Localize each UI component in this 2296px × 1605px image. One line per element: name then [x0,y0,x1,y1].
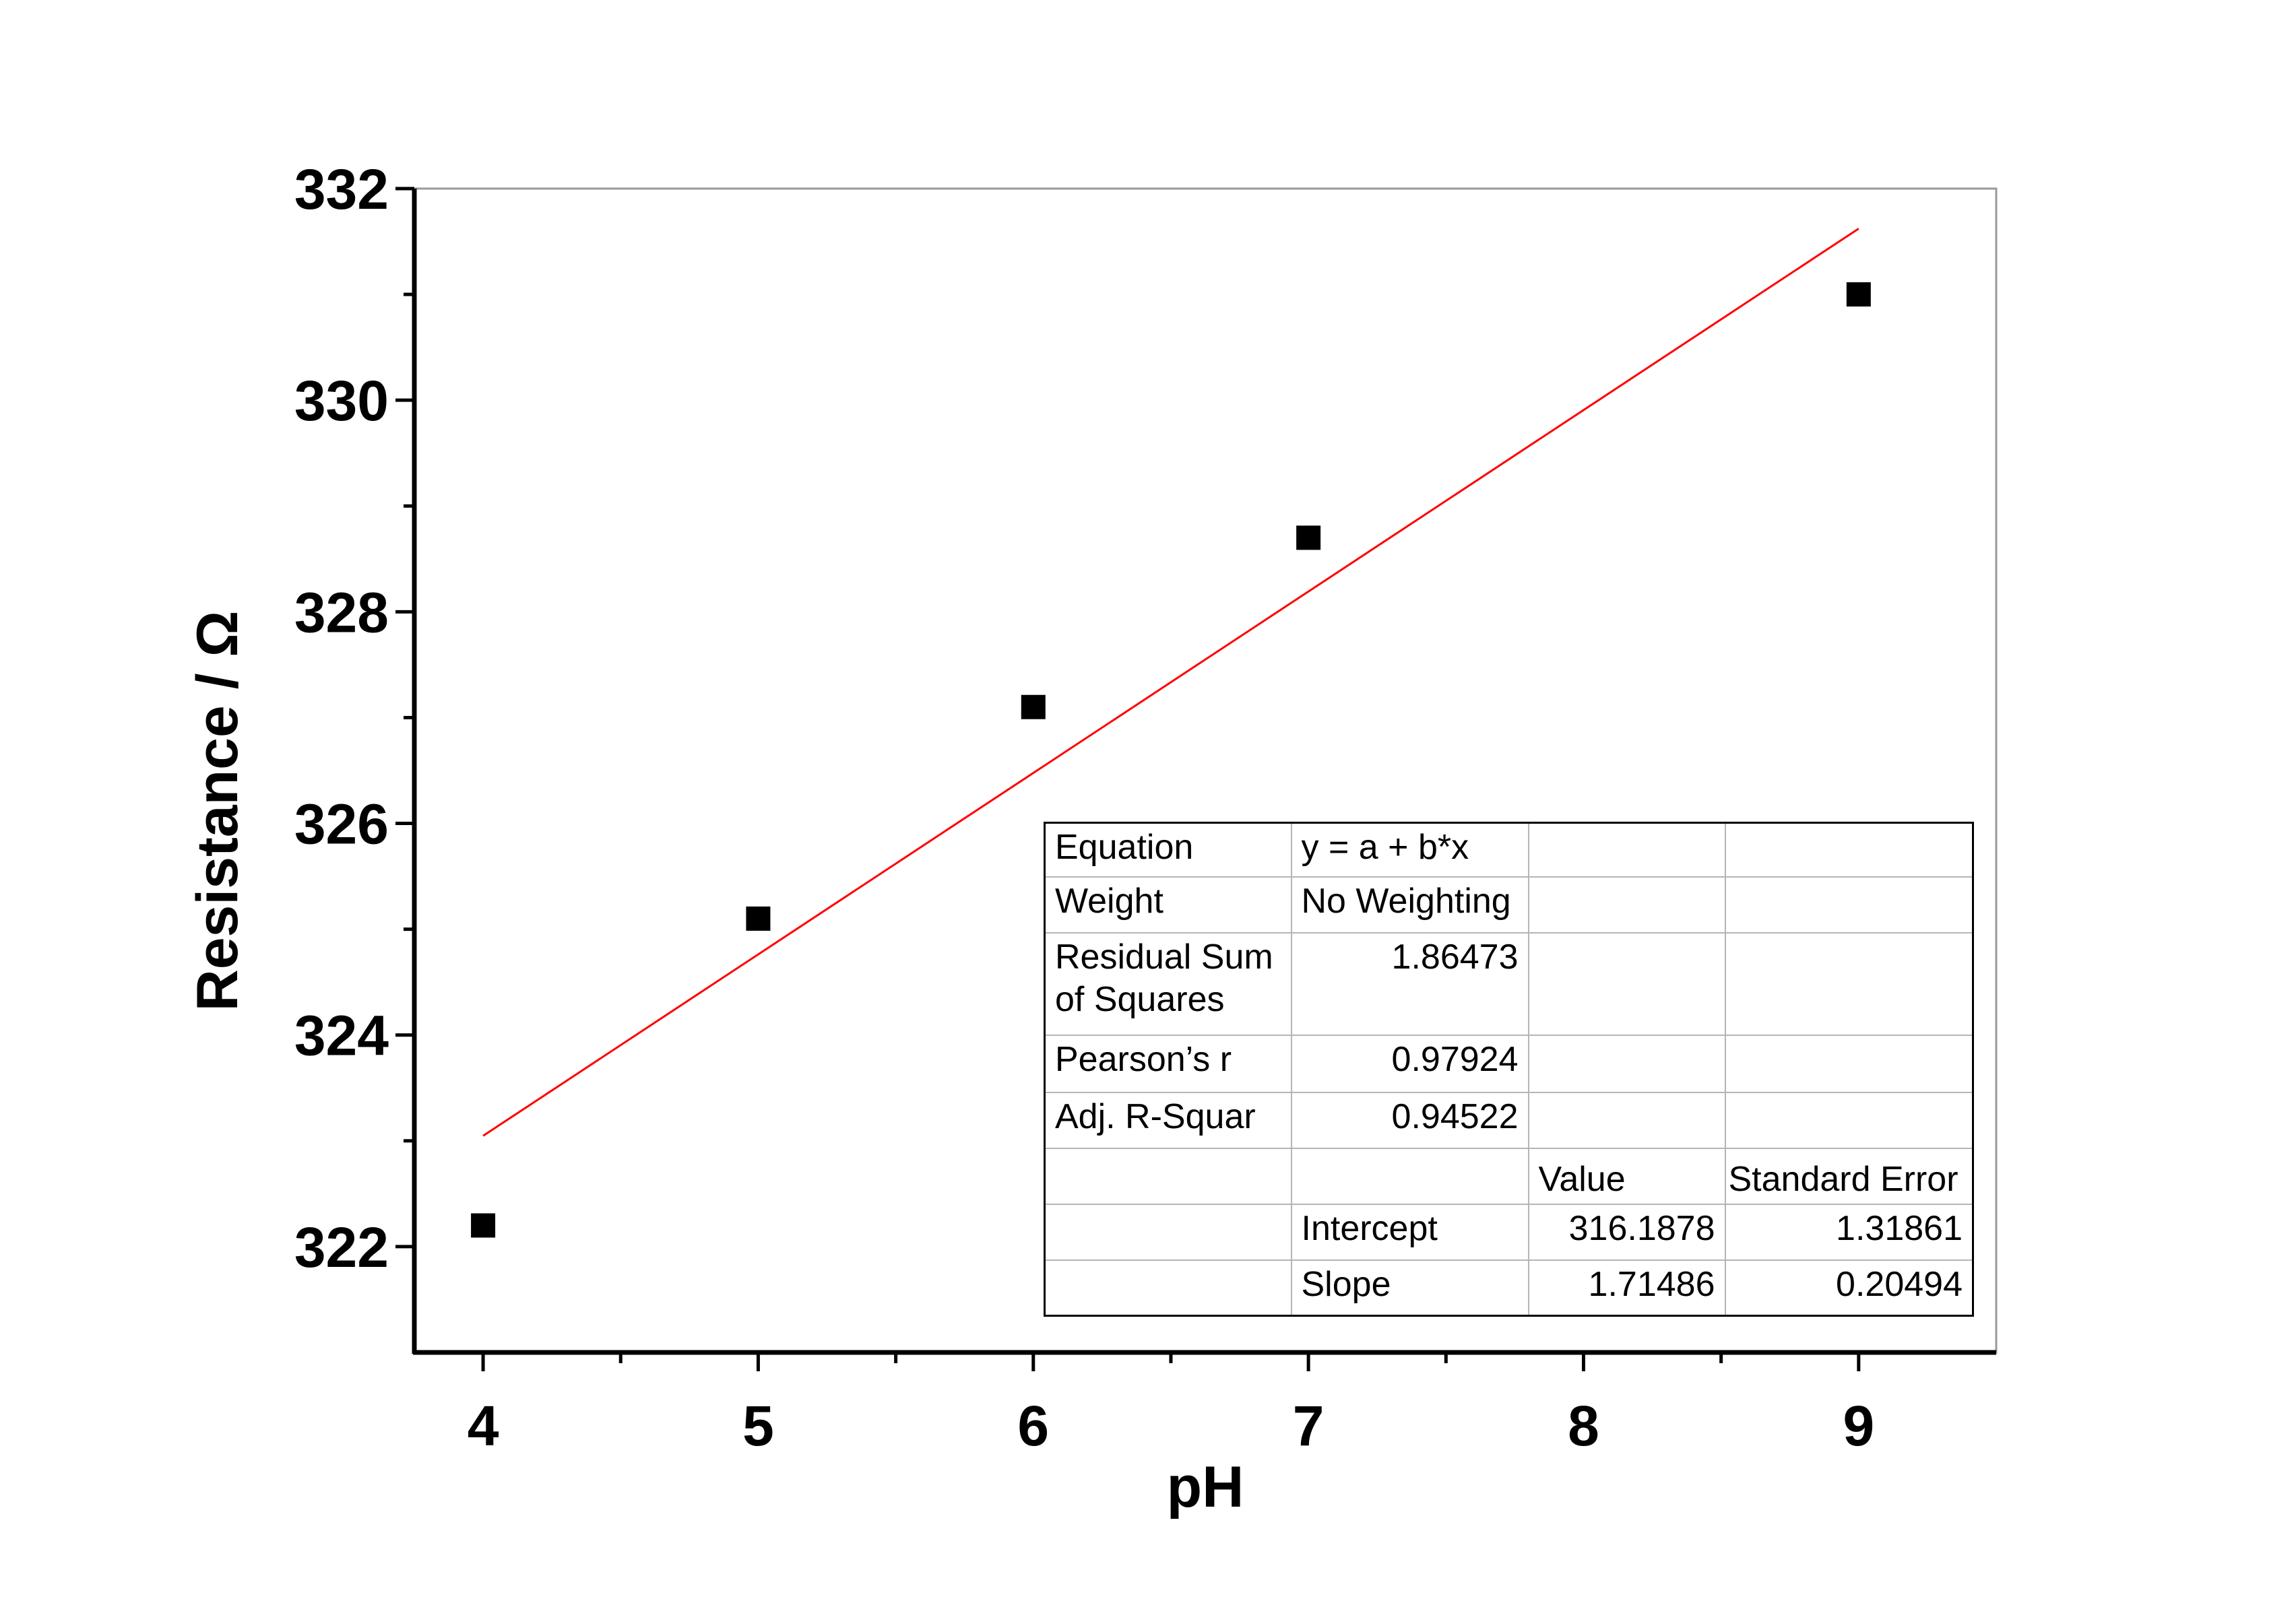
y-tick-label: 322 [294,1216,389,1279]
data-point [471,1213,496,1238]
intercept-value: 316.1878 [1527,1203,1726,1261]
data-points [471,282,1871,1238]
tick-labels: 4 5 6 7 8 9 322 324 326 328 330 332 [294,158,1874,1457]
fit-line-group [482,228,1859,1137]
x-tick-label: 9 [1843,1394,1874,1457]
data-point [1846,282,1871,307]
y-tick-label: 330 [294,369,389,432]
axis-ticks [395,187,1861,1371]
table-row-label: Pearson’s r [1044,1034,1292,1093]
y-axis-title: Resistance / Ω [185,611,250,1012]
slope-value: 1.71486 [1527,1259,1726,1317]
data-point [1021,694,1046,719]
table-row-label: Adj. R-Squar [1044,1091,1292,1149]
y-tick-label: 326 [294,793,389,856]
std-error-column-header: Standard Error [1724,1147,1974,1205]
table-row-label: Residual Sum of Squares [1044,932,1292,1036]
x-tick-label: 5 [742,1394,774,1457]
x-axis-title: pH [1167,1455,1244,1519]
x-tick-label: 7 [1293,1394,1325,1457]
x-tick-label: 6 [1017,1394,1049,1457]
param-name: Slope [1290,1259,1529,1317]
y-tick-label: 328 [294,581,389,644]
plot-frame [412,187,1998,1355]
x-tick-label: 8 [1568,1394,1599,1457]
param-name: Intercept [1290,1203,1529,1261]
y-tick-label: 324 [294,1004,389,1068]
intercept-std-error: 1.31861 [1724,1203,1974,1261]
fit-results-table: Equation y = a + b*x Weight No Weighting… [1044,822,1974,1317]
data-point [1296,525,1321,550]
fit-line [482,228,1859,1137]
rss-value: 1.86473 [1290,932,1529,1036]
y-tick-label: 332 [294,158,389,221]
value-column-header: Value [1527,1147,1726,1205]
data-point [746,906,771,931]
slope-std-error: 0.20494 [1724,1259,1974,1317]
table-row-label: Weight [1044,876,1292,934]
weight-value: No Weighting [1290,876,1529,934]
adj-r-square-value: 0.94522 [1290,1091,1529,1149]
x-tick-label: 4 [468,1394,499,1457]
equation-value: y = a + b*x [1290,822,1529,878]
table-row-label: Equation [1044,822,1292,878]
pearson-r-value: 0.97924 [1290,1034,1529,1093]
